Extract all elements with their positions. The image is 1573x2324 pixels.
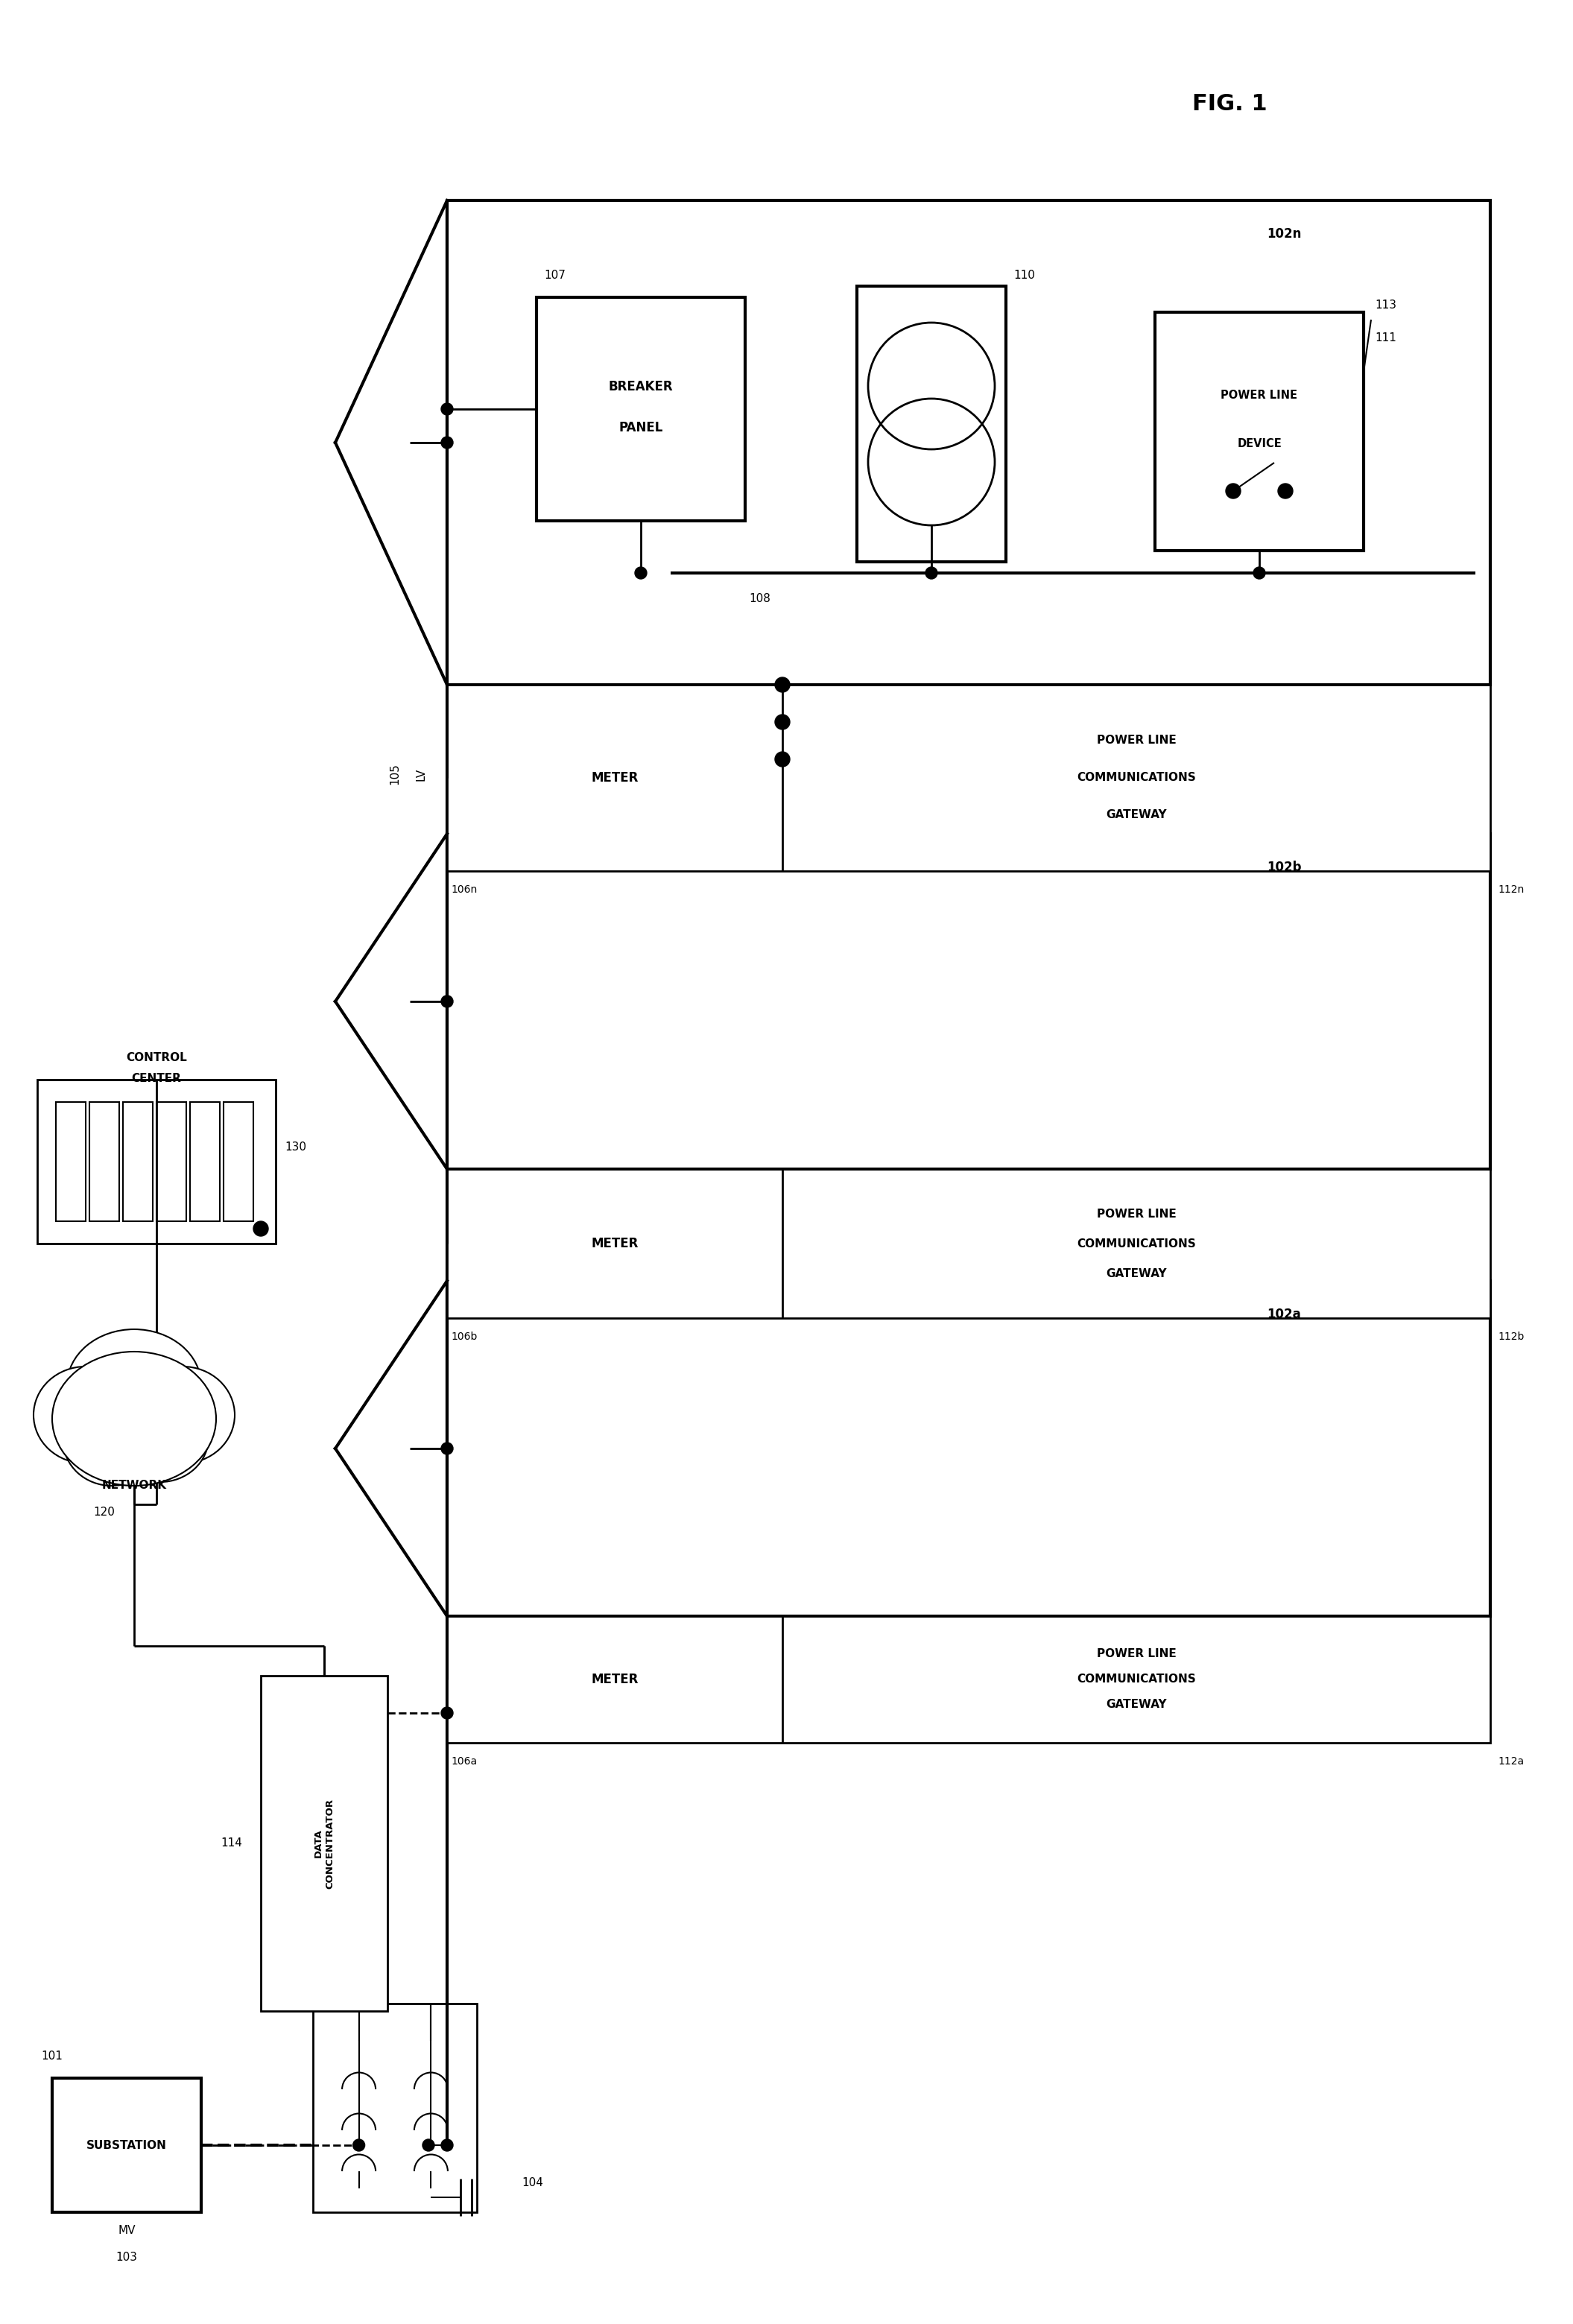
Bar	[38, 1081, 275, 1243]
Text: 105: 105	[390, 762, 401, 786]
Ellipse shape	[52, 1353, 216, 1485]
Text: DEVICE: DEVICE	[1236, 437, 1282, 449]
Bar	[261, 1676, 387, 2010]
Text: PANEL: PANEL	[618, 421, 662, 435]
Text: COMMUNICATIONS: COMMUNICATIONS	[1078, 772, 1195, 783]
Text: METER: METER	[591, 1236, 639, 1250]
Text: 104: 104	[522, 2178, 543, 2187]
Ellipse shape	[33, 1367, 138, 1464]
Text: CENTER: CENTER	[132, 1074, 181, 1083]
Circle shape	[775, 713, 790, 730]
Circle shape	[635, 567, 647, 579]
Circle shape	[1254, 567, 1265, 579]
Text: COMMUNICATIONS: COMMUNICATIONS	[1078, 1239, 1195, 1250]
Ellipse shape	[63, 1397, 160, 1485]
Text: NETWORK: NETWORK	[102, 1480, 167, 1492]
Text: 113: 113	[1375, 300, 1397, 311]
Circle shape	[440, 402, 453, 416]
Bar	[447, 1615, 1490, 1743]
Circle shape	[440, 2138, 453, 2152]
Circle shape	[440, 995, 453, 1006]
Text: 110: 110	[1013, 270, 1035, 281]
Bar	[447, 1169, 1490, 1318]
Text: 106b: 106b	[451, 1332, 477, 1341]
Text: 114: 114	[220, 1838, 242, 1850]
Text: GATEWAY: GATEWAY	[1106, 809, 1167, 820]
Ellipse shape	[131, 1367, 234, 1464]
Text: 107: 107	[544, 270, 565, 281]
Text: BREAKER: BREAKER	[609, 381, 673, 393]
Text: 101: 101	[41, 2050, 63, 2061]
Circle shape	[440, 437, 453, 449]
Circle shape	[440, 1443, 453, 1455]
Circle shape	[352, 2138, 365, 2152]
Text: METER: METER	[591, 772, 639, 786]
Text: 102b: 102b	[1266, 860, 1301, 874]
Bar	[447, 1281, 1490, 1615]
Circle shape	[423, 2138, 434, 2152]
Bar	[156, 1102, 186, 1220]
Text: POWER LINE: POWER LINE	[1096, 1208, 1177, 1220]
Text: LV: LV	[415, 767, 426, 781]
Text: 102a: 102a	[1266, 1308, 1301, 1320]
Text: CONTROL: CONTROL	[126, 1053, 187, 1062]
Text: FIG. 1: FIG. 1	[1192, 93, 1266, 114]
Circle shape	[775, 753, 790, 767]
Ellipse shape	[112, 1392, 209, 1483]
Text: POWER LINE: POWER LINE	[1096, 734, 1177, 746]
Circle shape	[1225, 483, 1241, 497]
Text: 112b: 112b	[1497, 1332, 1524, 1341]
Circle shape	[440, 1708, 453, 1720]
Text: 102n: 102n	[1266, 228, 1301, 242]
Text: POWER LINE: POWER LINE	[1221, 390, 1298, 402]
Bar	[857, 286, 1007, 562]
Bar	[313, 2003, 477, 2212]
Bar	[90, 1102, 120, 1220]
Circle shape	[1277, 483, 1293, 497]
Text: COMMUNICATIONS: COMMUNICATIONS	[1078, 1673, 1195, 1685]
Text: GATEWAY: GATEWAY	[1106, 1269, 1167, 1278]
Text: 112n: 112n	[1497, 885, 1524, 895]
Text: POWER LINE: POWER LINE	[1096, 1648, 1177, 1659]
Bar	[52, 2078, 201, 2212]
Text: 106n: 106n	[451, 885, 477, 895]
Bar	[447, 200, 1490, 686]
Bar	[190, 1102, 220, 1220]
Text: SUBSTATION: SUBSTATION	[87, 2140, 167, 2150]
Text: 112a: 112a	[1497, 1757, 1524, 1766]
Text: 111: 111	[1375, 332, 1397, 344]
Text: 130: 130	[285, 1141, 307, 1153]
Bar	[1155, 311, 1364, 551]
Bar	[536, 297, 746, 521]
Text: GATEWAY: GATEWAY	[1106, 1699, 1167, 1710]
Bar	[447, 686, 1490, 872]
Ellipse shape	[68, 1329, 201, 1441]
Text: 108: 108	[749, 593, 771, 604]
Bar	[123, 1102, 153, 1220]
Circle shape	[253, 1220, 269, 1236]
Text: 103: 103	[116, 2252, 137, 2264]
Bar	[57, 1102, 85, 1220]
Circle shape	[925, 567, 938, 579]
Text: 106a: 106a	[451, 1757, 477, 1766]
Bar	[447, 834, 1490, 1169]
Circle shape	[775, 676, 790, 693]
Bar	[223, 1102, 253, 1220]
Text: METER: METER	[591, 1673, 639, 1687]
Text: MV: MV	[118, 2226, 135, 2236]
Text: DATA
CONCENTRATOR: DATA CONCENTRATOR	[313, 1799, 335, 1889]
Text: 120: 120	[93, 1506, 115, 1518]
